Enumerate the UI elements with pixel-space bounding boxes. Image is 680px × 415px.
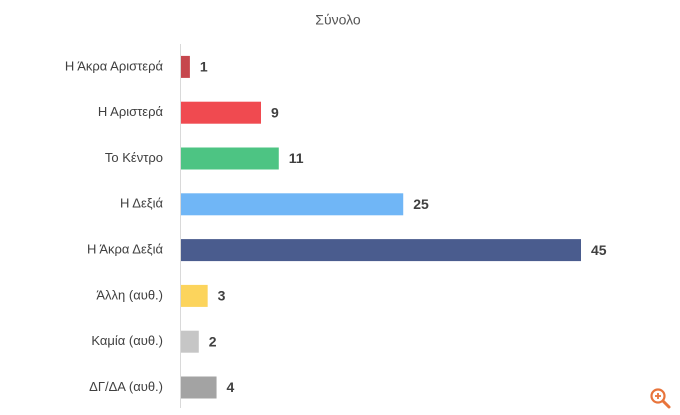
y-tick-label: Το Κέντρο <box>105 150 163 165</box>
bar <box>181 193 404 216</box>
y-tick-label: ΔΓ/ΔΑ (αυθ.) <box>89 379 163 394</box>
value-label: 25 <box>413 196 429 212</box>
y-tick-label: Η Άκρα Δεξιά <box>87 242 163 257</box>
y-tick-label: Η Αριστερά <box>98 104 164 119</box>
bar <box>181 284 208 307</box>
bar <box>181 147 279 170</box>
bar <box>181 55 190 78</box>
bar <box>181 101 261 124</box>
y-tick-label: Καμία (αυθ.) <box>91 333 163 348</box>
value-label: 3 <box>218 288 226 304</box>
value-label: 45 <box>591 242 607 258</box>
zoom-lens <box>650 388 666 404</box>
value-label: 4 <box>227 379 235 395</box>
value-label: 11 <box>289 150 304 166</box>
value-label: 2 <box>209 333 217 349</box>
zoom-icon[interactable] <box>650 388 671 409</box>
bar <box>181 239 581 262</box>
value-label: 1 <box>200 59 208 75</box>
y-tick-label: Άλλη (αυθ.) <box>96 287 163 302</box>
bar <box>181 376 217 399</box>
zoom-handle <box>661 399 671 409</box>
value-label: 9 <box>271 104 279 120</box>
chart-title: Σύνολο <box>315 12 361 28</box>
bar <box>181 330 199 353</box>
y-tick-label: Η Άκρα Αριστερά <box>65 58 164 73</box>
y-tick-label: Η Δεξιά <box>120 196 163 211</box>
